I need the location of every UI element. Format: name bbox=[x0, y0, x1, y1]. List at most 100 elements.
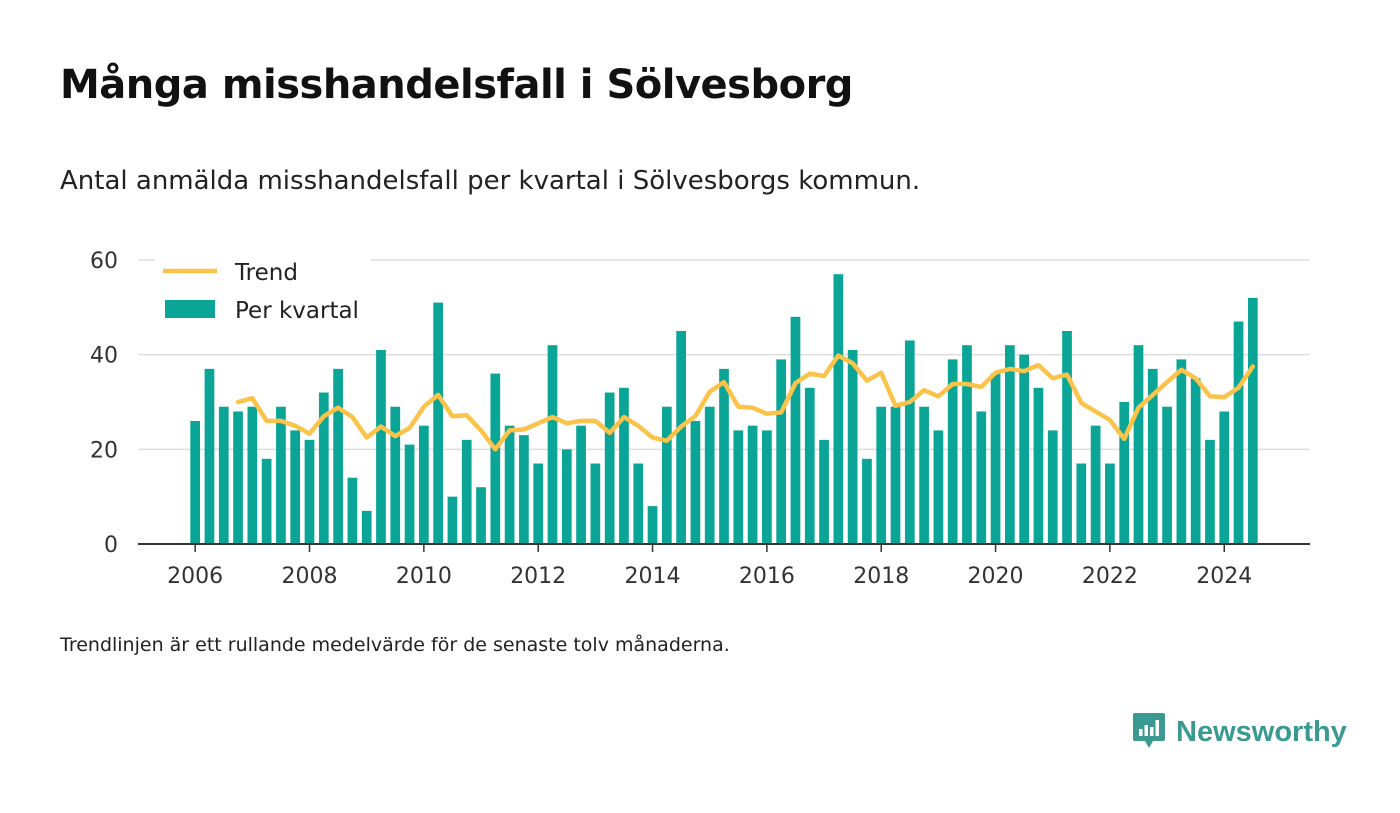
legend-bars-swatch bbox=[165, 300, 215, 318]
bar bbox=[1119, 402, 1130, 544]
bar bbox=[990, 373, 1001, 544]
bar bbox=[590, 463, 601, 544]
x-tick-label: 2008 bbox=[282, 564, 338, 589]
x-tick-label: 2010 bbox=[396, 564, 452, 589]
bar bbox=[1219, 411, 1230, 544]
bar bbox=[1147, 368, 1158, 544]
bar bbox=[1162, 406, 1172, 544]
bar bbox=[1090, 425, 1101, 544]
bar bbox=[361, 510, 372, 544]
x-tick-label: 2020 bbox=[968, 564, 1024, 589]
bar bbox=[347, 477, 358, 544]
bar bbox=[576, 425, 586, 544]
bar bbox=[962, 345, 972, 544]
bar bbox=[247, 406, 258, 544]
bar-line-chart: 0 20 40 60 2006 2008 2010 2012 2014 2016 2018 2020… bbox=[90, 249, 1310, 589]
bar bbox=[1247, 297, 1258, 544]
bar bbox=[1033, 387, 1044, 544]
bar bbox=[561, 449, 572, 544]
bar bbox=[919, 406, 929, 544]
legend-bars-label: Per kvartal bbox=[235, 298, 359, 324]
x-axis: 2006 2008 2010 2012 2014 2016 2018 2020 2022 2024 bbox=[138, 543, 1310, 589]
x-tick-label: 2022 bbox=[1082, 564, 1138, 589]
bar bbox=[847, 349, 858, 544]
bar bbox=[676, 331, 686, 544]
x-tick-label: 2018 bbox=[853, 564, 909, 589]
bar bbox=[704, 406, 715, 544]
bar bbox=[1105, 463, 1115, 544]
bar bbox=[533, 463, 544, 544]
y-tick-label: 0 bbox=[104, 533, 118, 558]
bar bbox=[619, 387, 629, 544]
bar bbox=[318, 392, 329, 544]
bar bbox=[976, 411, 987, 544]
bar bbox=[904, 340, 915, 544]
trend-line bbox=[235, 353, 1256, 452]
bar bbox=[404, 444, 415, 544]
bar bbox=[1047, 430, 1058, 544]
x-tick-label: 2016 bbox=[739, 564, 795, 589]
bar bbox=[747, 425, 758, 544]
bar bbox=[1019, 354, 1030, 544]
bar bbox=[604, 392, 615, 544]
bar bbox=[418, 425, 429, 544]
bar bbox=[661, 406, 672, 544]
bar bbox=[1004, 345, 1015, 544]
bar bbox=[304, 439, 315, 544]
bar bbox=[204, 368, 215, 544]
bar bbox=[762, 430, 772, 544]
bar bbox=[290, 430, 301, 544]
bar bbox=[890, 406, 901, 544]
bar bbox=[218, 406, 229, 544]
bar bbox=[833, 274, 844, 544]
bar bbox=[1076, 463, 1087, 544]
bar bbox=[261, 458, 272, 544]
bar bbox=[447, 496, 458, 544]
y-tick-label: 60 bbox=[90, 249, 118, 274]
bar bbox=[862, 458, 872, 544]
bar bbox=[733, 430, 744, 544]
x-tick-label: 2014 bbox=[625, 564, 681, 589]
bar bbox=[547, 345, 558, 544]
bar bbox=[776, 359, 787, 544]
bar bbox=[390, 406, 401, 544]
bar bbox=[519, 435, 529, 544]
bar bbox=[433, 302, 444, 544]
bar bbox=[719, 368, 729, 544]
bar bbox=[819, 439, 829, 544]
brand-logo: Newsworthy bbox=[1132, 712, 1347, 752]
bar bbox=[1233, 321, 1244, 544]
newsworthy-logo-icon bbox=[1133, 713, 1165, 748]
y-axis-ticks: 0 20 40 60 bbox=[90, 249, 118, 558]
bar bbox=[947, 359, 958, 544]
bar bbox=[490, 373, 501, 544]
bar bbox=[276, 406, 286, 544]
x-tick-label: 2024 bbox=[1196, 564, 1252, 589]
footnote: Trendlinjen är ett rullande medelvärde f… bbox=[60, 634, 730, 656]
bar bbox=[1062, 331, 1072, 544]
bar bbox=[1133, 345, 1144, 544]
y-tick-label: 20 bbox=[90, 438, 118, 463]
bar bbox=[690, 420, 701, 544]
x-tick-label: 2006 bbox=[167, 564, 223, 589]
bar bbox=[876, 406, 887, 544]
bar bbox=[333, 368, 343, 544]
bar bbox=[190, 420, 201, 544]
bar bbox=[933, 430, 944, 544]
bar bbox=[233, 411, 243, 544]
bar bbox=[790, 316, 801, 544]
bar bbox=[1190, 378, 1201, 544]
bar bbox=[476, 487, 486, 544]
bar bbox=[504, 425, 515, 544]
bar bbox=[633, 463, 644, 544]
bar bbox=[1205, 439, 1215, 544]
bar bbox=[376, 349, 386, 544]
chart-legend: Trend Per kvartal bbox=[155, 254, 371, 334]
x-tick-label: 2012 bbox=[510, 564, 566, 589]
y-tick-label: 40 bbox=[90, 344, 118, 369]
legend-background bbox=[155, 254, 371, 334]
bar bbox=[647, 506, 658, 544]
bars-per-kvartal bbox=[190, 274, 1258, 544]
chart-subtitle: Antal anmälda misshandelsfall per kvarta… bbox=[60, 166, 921, 196]
page-title: Många misshandelsfall i Sölvesborg bbox=[60, 62, 853, 108]
